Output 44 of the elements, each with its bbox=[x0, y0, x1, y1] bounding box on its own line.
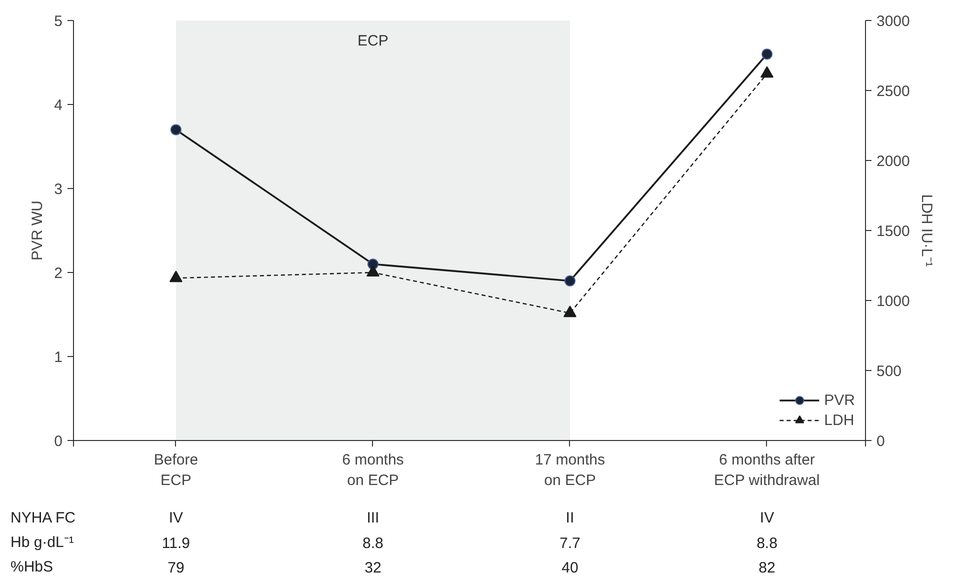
text: NYHA FC bbox=[10, 509, 76, 526]
y2-axis-title: LDH IU·L⁻¹ bbox=[918, 194, 935, 267]
x-tick-label: 6 months on ECP bbox=[342, 452, 404, 489]
text: Hb g·dL⁻¹ bbox=[10, 534, 74, 551]
text: 7.7 bbox=[560, 534, 580, 552]
point bbox=[761, 48, 772, 60]
band-label: ECP bbox=[358, 32, 388, 50]
text: %HbS bbox=[10, 558, 54, 576]
y-tick-label: 2 bbox=[54, 265, 62, 282]
text: 82 bbox=[758, 560, 776, 577]
point bbox=[563, 306, 576, 318]
text: II bbox=[566, 509, 574, 526]
x-tick-label: Before ECP bbox=[154, 452, 198, 489]
legend-label: PVR bbox=[824, 392, 855, 408]
y-tick-label: 3 bbox=[54, 181, 62, 198]
y2-tick-label: 1000 bbox=[876, 293, 910, 310]
y2-tick-label: 3000 bbox=[876, 13, 910, 30]
point bbox=[760, 66, 774, 78]
text: 8.8 bbox=[362, 534, 384, 552]
y2-tick-label: 0 bbox=[876, 433, 885, 450]
point bbox=[170, 124, 182, 136]
text: IV bbox=[760, 509, 774, 526]
y-tick-label: 4 bbox=[54, 97, 62, 114]
y2-tick-label: 1500 bbox=[876, 223, 910, 240]
y2-tick-label: 2000 bbox=[876, 153, 910, 170]
y2-tick-label: 2500 bbox=[876, 83, 910, 100]
x-tick-label: 6 months after ECP withdrawal bbox=[714, 452, 820, 489]
text: 79 bbox=[168, 560, 184, 577]
y-tick-label: 1 bbox=[54, 349, 62, 366]
y-axis-title: PVR WU bbox=[29, 200, 46, 260]
text: 8.8 bbox=[756, 534, 778, 552]
text: III bbox=[366, 509, 380, 526]
y-tick-label: 0 bbox=[54, 433, 62, 450]
y2-tick-label: 500 bbox=[876, 363, 902, 380]
x-tick-label: 17 months on ECP bbox=[534, 452, 606, 489]
text: 40 bbox=[562, 560, 578, 577]
text: IV bbox=[168, 509, 184, 526]
text: 32 bbox=[364, 560, 382, 577]
point bbox=[169, 270, 182, 282]
point bbox=[564, 275, 576, 286]
text: 11.9 bbox=[162, 534, 190, 552]
legend-label: LDH bbox=[824, 412, 854, 428]
y-tick-label: 5 bbox=[54, 13, 62, 30]
point bbox=[366, 265, 380, 276]
